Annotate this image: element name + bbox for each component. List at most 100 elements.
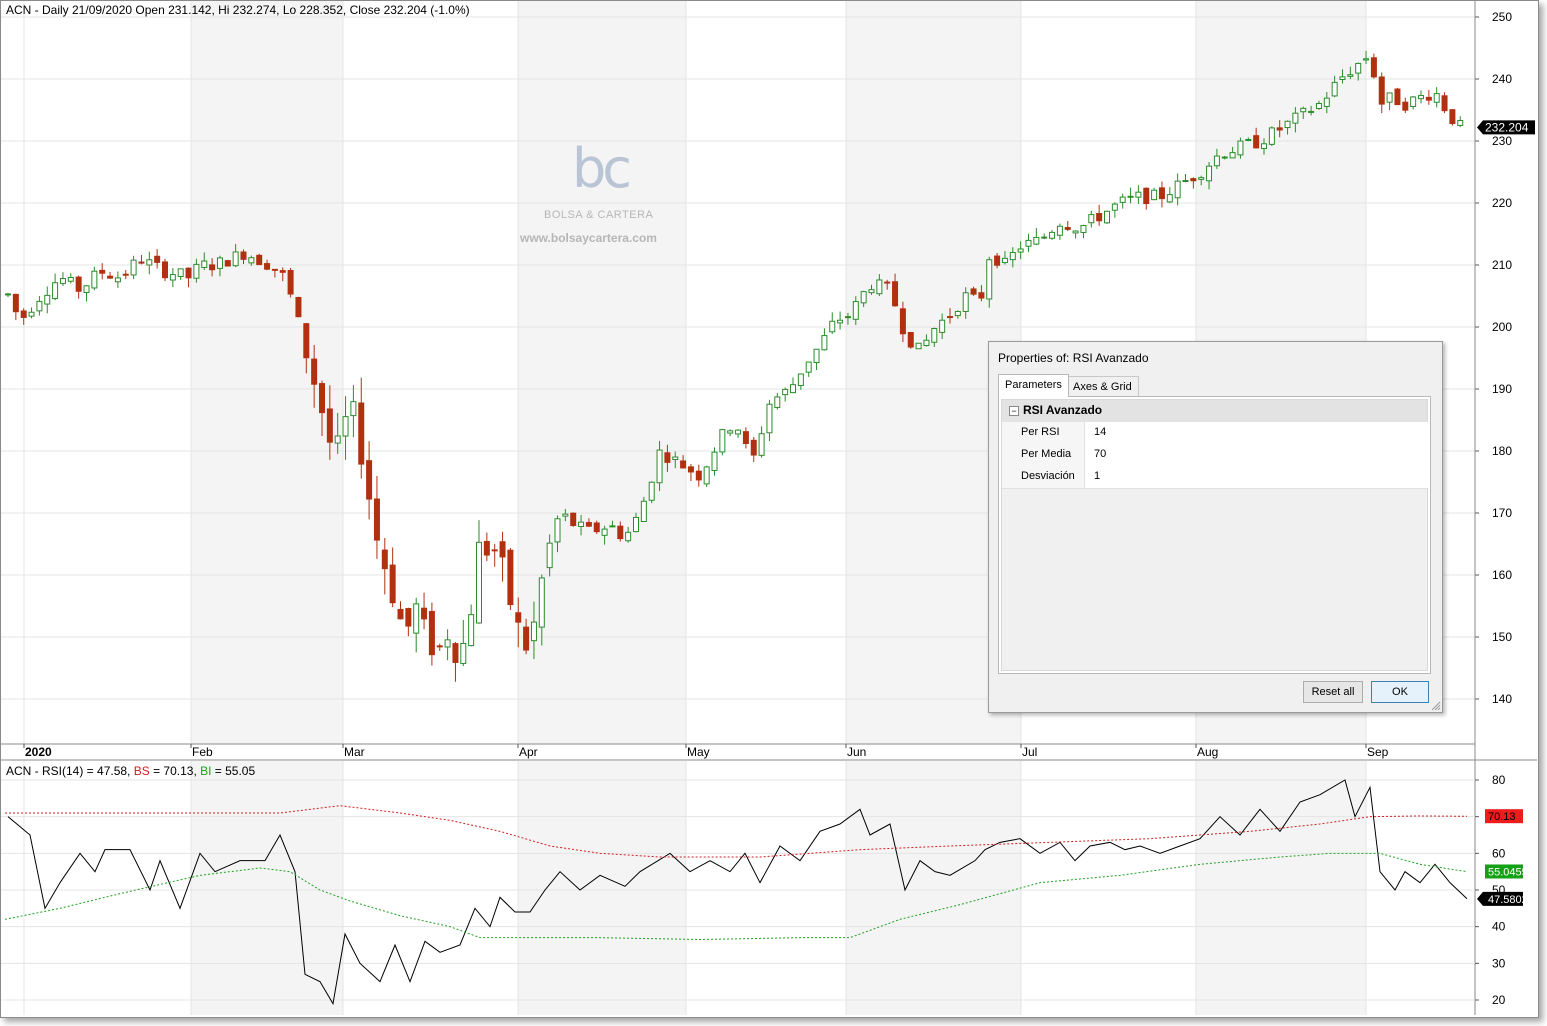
last-price-tag: [1477, 120, 1535, 135]
candle-body: [978, 292, 985, 299]
candle-body: [727, 430, 734, 434]
candle-body: [656, 449, 663, 484]
param-value[interactable]: 70: [1094, 448, 1107, 460]
param-name: Per Media: [1021, 448, 1072, 460]
candle-body: [790, 384, 796, 394]
y-tick-label: 210: [1492, 258, 1512, 272]
tab-axes-grid[interactable]: Axes & Grid: [1066, 376, 1139, 397]
candle-body: [169, 274, 176, 281]
candle-body: [994, 255, 1001, 266]
collapse-icon[interactable]: −: [1009, 406, 1019, 416]
candle-body: [83, 285, 90, 293]
candle-body: [829, 320, 836, 333]
param-row-per-media: Per Media 70: [1002, 444, 1428, 467]
candle-body: [381, 549, 388, 570]
candle-body: [1056, 225, 1063, 236]
month-label: May: [687, 745, 710, 759]
month-band: [1196, 761, 1366, 1015]
rsi-tick-label: 30: [1492, 956, 1506, 970]
per-rsi-field[interactable]: 14: [1084, 422, 1428, 444]
param-row-desviacion: Desviación 1: [1002, 466, 1428, 489]
month-label: Mar: [344, 745, 365, 759]
param-name: Desviación: [1021, 470, 1075, 482]
param-value[interactable]: 1: [1094, 470, 1101, 482]
section-label: RSI Avanzado: [1023, 403, 1103, 417]
desviacion-field[interactable]: 1: [1084, 466, 1428, 488]
candle-body: [695, 470, 702, 481]
rsi-header: ACN - RSI(14) = 47.58, BS = 70.13, BI = …: [6, 764, 255, 778]
candle-body: [114, 277, 121, 283]
candle-body: [130, 259, 137, 276]
candle-body: [1370, 57, 1377, 78]
candle-body: [1276, 127, 1283, 131]
ok-button[interactable]: OK: [1371, 681, 1429, 703]
candle-body: [1331, 81, 1338, 97]
candle-body: [224, 260, 231, 267]
candle-body: [452, 643, 459, 663]
per-media-field[interactable]: 70: [1084, 444, 1428, 466]
candle-body: [1017, 248, 1024, 253]
candle-body: [523, 626, 530, 651]
candle-body: [680, 460, 687, 469]
month-label: Apr: [519, 745, 538, 759]
candle-body: [711, 451, 718, 472]
candle-body: [766, 403, 773, 434]
candle-body: [868, 289, 875, 294]
candle-body: [491, 549, 498, 552]
candle-body: [1300, 107, 1307, 113]
rsi-tick-label: 20: [1492, 993, 1506, 1007]
candle-body: [177, 268, 184, 278]
candle-body: [20, 310, 27, 318]
tab-parameters[interactable]: Parameters: [998, 374, 1069, 397]
month-label: Sep: [1367, 745, 1389, 759]
candle-body: [939, 319, 946, 333]
candle-body: [923, 339, 930, 347]
candle-body: [232, 251, 239, 267]
candle-body: [1072, 230, 1079, 234]
watermark: bc BOLSA & CARTERA www.bolsaycartera.com: [510, 137, 690, 255]
candle-body: [1001, 257, 1008, 264]
candle-body: [899, 308, 906, 335]
candle-body: [1339, 76, 1346, 80]
candle-body: [1284, 120, 1291, 129]
candle-body: [1135, 191, 1142, 198]
reset-all-button[interactable]: Reset all: [1303, 681, 1363, 703]
y-tick-label: 150: [1492, 630, 1512, 644]
bs-value-label-bg: [1485, 809, 1523, 824]
y-tick-label: 180: [1492, 444, 1512, 458]
candle-body: [593, 522, 600, 533]
candle-body: [1221, 156, 1228, 159]
candle-body: [821, 335, 828, 351]
resize-grip-icon[interactable]: [1431, 701, 1441, 711]
rsi-header-prefix: ACN - RSI(14) = 47.58,: [6, 764, 134, 778]
candle-body: [421, 607, 428, 620]
candle-body: [1386, 92, 1393, 103]
candle-body: [915, 342, 922, 350]
candle-body: [1355, 62, 1362, 74]
candle-body: [1323, 97, 1330, 107]
candle-body: [1166, 194, 1173, 203]
candle-body: [986, 259, 993, 300]
candle-body: [146, 259, 153, 266]
candle-body: [397, 608, 404, 620]
candle-body: [758, 433, 765, 456]
rsi-value-tag: [1477, 891, 1523, 906]
candle-body: [1237, 140, 1244, 156]
candle-body: [107, 275, 114, 279]
candle-body: [468, 614, 475, 647]
candle-body: [256, 254, 263, 266]
candle-body: [279, 270, 286, 273]
rsi-tick-label: 60: [1492, 846, 1506, 860]
candle-body: [1174, 180, 1181, 199]
candle-body: [1104, 210, 1110, 224]
candle-body: [1080, 225, 1087, 233]
candle-body: [52, 282, 59, 299]
candle-body: [373, 498, 380, 541]
candle-body: [303, 323, 310, 359]
candle-body: [476, 541, 482, 624]
candle-body: [515, 612, 522, 623]
param-value[interactable]: 14: [1094, 426, 1107, 438]
param-row-per-rsi: Per RSI 14: [1002, 422, 1428, 445]
candle-body: [907, 332, 914, 348]
candle-body: [1410, 96, 1417, 107]
